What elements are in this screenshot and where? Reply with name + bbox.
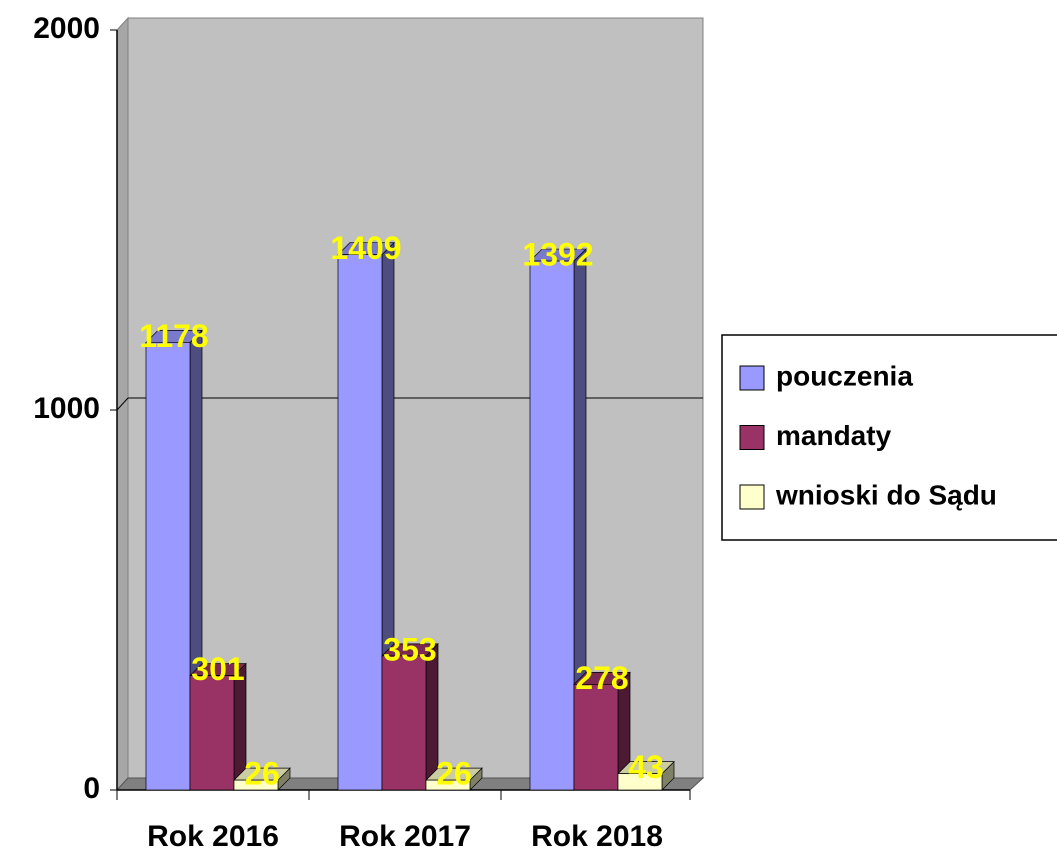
data-label: 301 (191, 651, 244, 687)
legend-swatch (739, 484, 765, 510)
data-label: 1409 (330, 230, 401, 266)
y-tick-label: 2000 (33, 12, 100, 45)
bar (573, 684, 619, 791)
data-label: 353 (383, 631, 436, 667)
data-label: 26 (436, 756, 472, 792)
bar (381, 655, 427, 791)
y-tick-label: 0 (83, 772, 100, 805)
data-label: 278 (575, 660, 628, 696)
bar (425, 779, 471, 791)
legend (721, 334, 1057, 541)
grid-line (116, 397, 129, 411)
y-tick-label: 1000 (33, 392, 100, 425)
x-tick-label: Rok 2018 (531, 820, 663, 853)
legend-swatch (739, 365, 765, 391)
x-tick-label: Rok 2017 (339, 820, 471, 853)
bar (189, 675, 235, 791)
legend-label: mandaty (776, 420, 892, 451)
legend-label: pouczenia (776, 360, 913, 391)
legend-label: wnioski do Sądu (775, 479, 997, 510)
bar (617, 773, 663, 791)
data-label: 43 (628, 749, 664, 785)
data-label: 26 (244, 756, 280, 792)
bar (337, 254, 383, 791)
legend-swatch (739, 425, 765, 450)
x-tick-label: Rok 2016 (147, 820, 279, 853)
bar (233, 779, 279, 791)
bar (529, 260, 575, 791)
data-label: 1392 (522, 236, 593, 272)
data-label: 1178 (139, 318, 208, 354)
bar (145, 342, 191, 791)
